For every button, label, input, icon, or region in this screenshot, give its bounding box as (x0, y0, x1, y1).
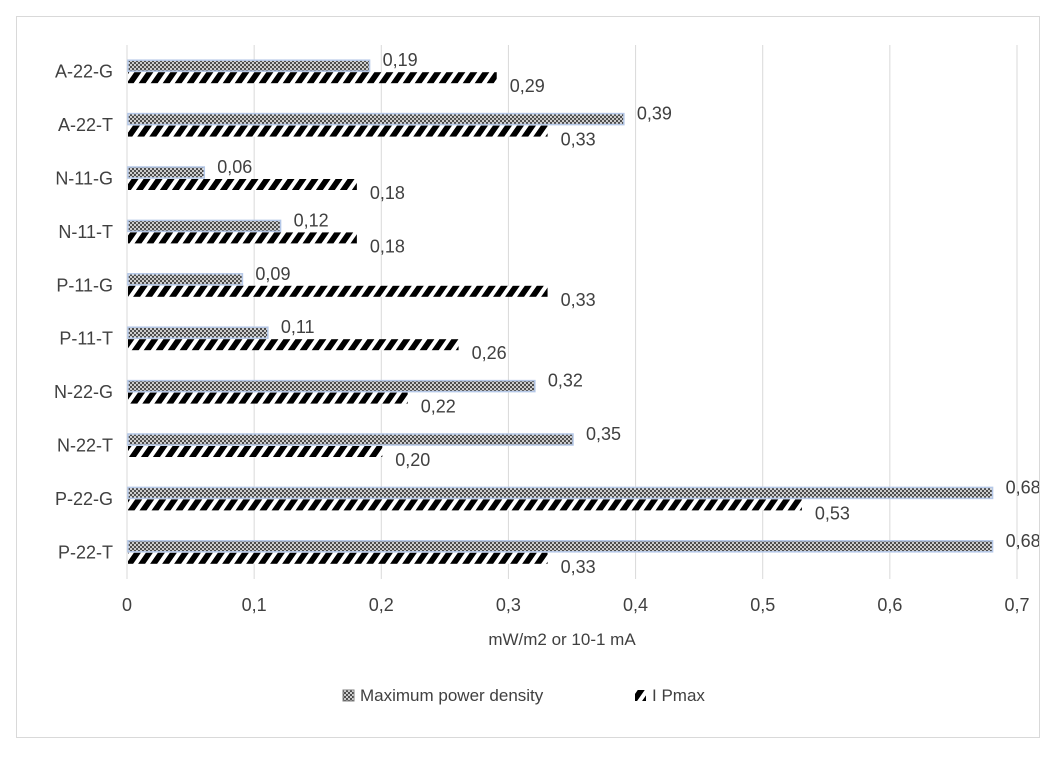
bar-i-pmax[interactable] (128, 446, 383, 457)
data-label-i-pmax: 0,26 (472, 343, 507, 363)
bar-max-power-density[interactable] (127, 379, 536, 393)
legend-item-i-pmax[interactable]: I Pmax (635, 686, 705, 705)
bar-max-power-density[interactable] (127, 540, 994, 553)
x-tick-label: 0,4 (623, 595, 648, 615)
bar-max-power-density[interactable] (127, 166, 206, 179)
legend[interactable]: Maximum power density I Pmax (342, 686, 705, 705)
bar-max-power-density[interactable] (127, 219, 282, 233)
legend-label: Maximum power density (360, 686, 544, 705)
bar-max-power-density[interactable] (127, 112, 625, 126)
category-label: P-11-G (56, 275, 113, 295)
data-label-i-pmax: 0,53 (815, 503, 850, 523)
data-label-i-pmax: 0,18 (370, 236, 405, 256)
bar-max-power-density[interactable] (127, 486, 994, 500)
category-label: P-11-T (59, 329, 113, 349)
data-label-max-power-density: 0,19 (383, 50, 418, 70)
bar-max-power-density[interactable] (127, 326, 269, 339)
data-label-max-power-density: 0,39 (637, 104, 672, 124)
data-label-max-power-density: 0,32 (548, 371, 583, 391)
data-label-max-power-density: 0,35 (586, 424, 621, 444)
data-label-max-power-density: 0,06 (217, 157, 252, 177)
category-label: P-22-T (58, 542, 113, 562)
x-tick-labels: 0 0,1 0,2 0,3 0,4 0,5 0,6 0,7 (122, 595, 1030, 615)
bar-i-pmax[interactable] (128, 499, 802, 511)
bar-i-pmax[interactable] (128, 232, 357, 244)
category-label: N-11-G (55, 169, 113, 189)
data-label-i-pmax: 0,29 (510, 76, 545, 96)
data-label-i-pmax: 0,33 (561, 557, 596, 577)
x-tick-label: 0 (122, 595, 132, 615)
bar-i-pmax[interactable] (128, 125, 548, 137)
data-label-i-pmax: 0,33 (561, 290, 596, 310)
category-label: A-22-G (55, 62, 113, 82)
bar-max-power-density[interactable] (127, 273, 244, 286)
data-labels: 0,19 0,29 0,39 0,33 0,06 0,18 0,12 0,18 0,09 0,33… (217, 50, 1039, 577)
x-tick-label: 0,3 (496, 595, 521, 615)
x-tick-label: 0,5 (750, 595, 775, 615)
chart-container: 0,19 0,29 0,39 0,33 0,06 0,18 0,12 0,18 0,09 0,33… (16, 16, 1040, 738)
x-tick-label: 0,6 (877, 595, 902, 615)
bar-i-pmax[interactable] (128, 179, 357, 190)
bar-max-power-density[interactable] (127, 433, 574, 446)
bar-max-power-density[interactable] (127, 59, 371, 72)
x-tick-label: 0,1 (242, 595, 267, 615)
data-label-max-power-density: 0,11 (281, 317, 315, 337)
x-tick-label: 0,7 (1004, 595, 1029, 615)
bar-i-pmax[interactable] (128, 552, 548, 564)
data-label-max-power-density: 0,68 (1006, 477, 1039, 497)
legend-swatch (635, 690, 646, 701)
bar-i-pmax[interactable] (128, 285, 548, 297)
bars (127, 59, 994, 564)
category-label: N-11-T (58, 222, 113, 242)
category-label: A-22-T (58, 115, 113, 135)
bar-i-pmax[interactable] (128, 392, 408, 404)
category-label: N-22-T (57, 436, 113, 456)
data-label-i-pmax: 0,20 (395, 450, 430, 470)
x-tick-label: 0,2 (369, 595, 394, 615)
legend-swatch (342, 689, 355, 702)
bar-i-pmax[interactable] (128, 72, 497, 84)
category-label: N-22-G (54, 382, 113, 402)
x-axis-title: mW/m2 or 10-1 mA (488, 630, 636, 649)
legend-label: I Pmax (652, 686, 705, 705)
data-label-max-power-density: 0,09 (255, 264, 290, 284)
bar-chart: 0,19 0,29 0,39 0,33 0,06 0,18 0,12 0,18 0,09 0,33… (54, 45, 1039, 705)
data-label-max-power-density: 0,12 (294, 210, 329, 230)
data-label-i-pmax: 0,22 (421, 397, 456, 417)
legend-item-max-power-density[interactable]: Maximum power density (342, 686, 544, 705)
data-label-max-power-density: 0,68 (1006, 531, 1039, 551)
data-label-i-pmax: 0,33 (561, 130, 596, 150)
bar-i-pmax[interactable] (128, 339, 459, 351)
data-label-i-pmax: 0,18 (370, 183, 405, 203)
category-labels: A-22-G A-22-T N-11-G N-11-T P-11-G P-11-T N-22… (54, 62, 113, 563)
category-label: P-22-G (55, 489, 113, 509)
